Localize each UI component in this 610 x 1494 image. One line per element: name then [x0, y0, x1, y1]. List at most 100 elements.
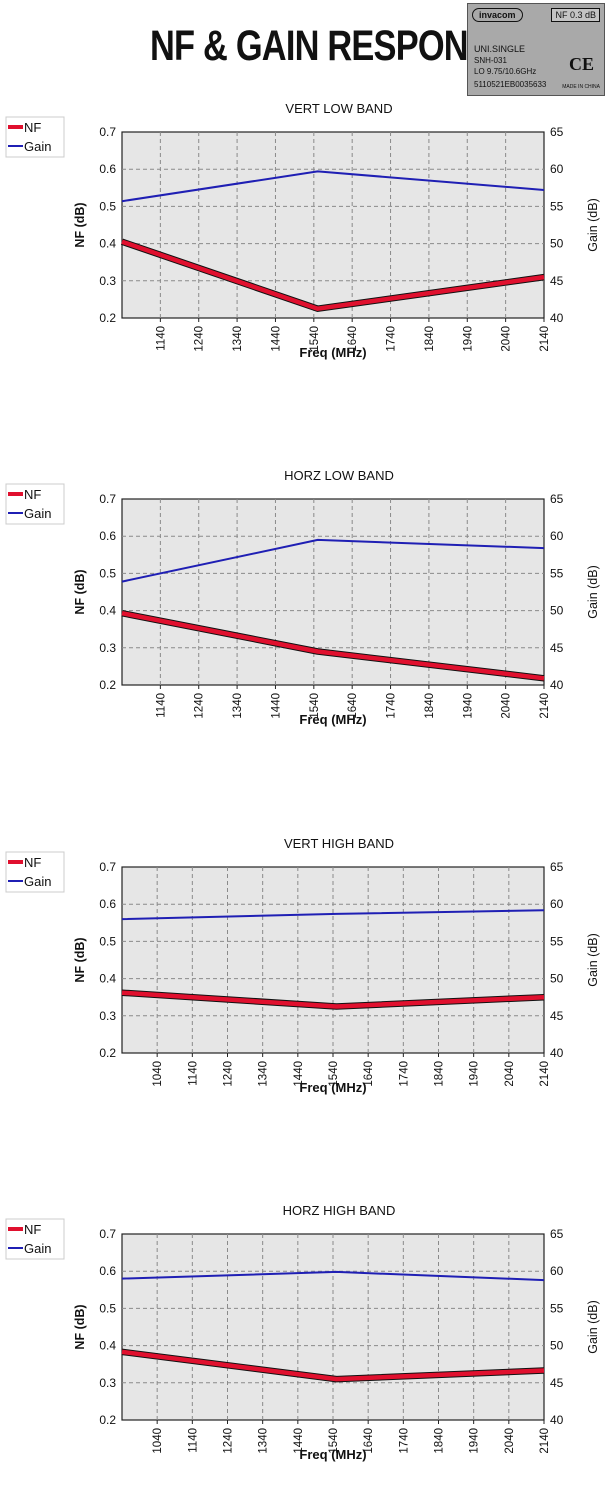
legend-label-gain: Gain — [24, 139, 51, 154]
y2-tick-label: 60 — [550, 162, 564, 176]
x-tick-label: 1640 — [347, 326, 359, 352]
y2-tick-label: 50 — [550, 1339, 564, 1353]
x-tick-label: 1240 — [223, 1428, 235, 1454]
y-tick-label: 0.7 — [99, 125, 116, 139]
x-tick-label: 1840 — [424, 326, 436, 352]
y2-axis-label: Gain (dB) — [586, 933, 600, 987]
x-tick-label: 1940 — [462, 693, 474, 719]
x-tick-label: 1340 — [232, 693, 244, 719]
x-tick-label: 1040 — [152, 1061, 164, 1087]
y2-axis-label: Gain (dB) — [586, 198, 600, 252]
x-tick-label: 1940 — [469, 1061, 481, 1087]
plot-area — [121, 498, 545, 686]
x-axis-label: Freq (MHz) — [299, 712, 366, 727]
y2-tick-label: 45 — [550, 641, 564, 655]
nf-series-line — [121, 610, 545, 681]
x-axis-label: Freq (MHz) — [299, 345, 366, 360]
y2-tick-label: 55 — [550, 1301, 564, 1315]
chart-legend: NF Gain — [5, 851, 65, 893]
y-axis-label: NF (dB) — [73, 202, 87, 247]
x-tick-label: 1440 — [293, 1428, 305, 1454]
legend-label-gain: Gain — [24, 506, 51, 521]
y2-tick-label: 45 — [550, 1376, 564, 1390]
x-tick-label: 1140 — [155, 326, 167, 351]
y-tick-label: 0.5 — [99, 1301, 116, 1315]
y2-tick-label: 50 — [550, 972, 564, 986]
y-tick-label: 0.5 — [99, 934, 116, 948]
y-tick-label: 0.3 — [99, 274, 116, 288]
legend-box — [5, 483, 65, 525]
chart-vert-low-band: 1140 1240 1340 1440 1540 1640 1740 1840 1940 2040… — [0, 95, 610, 365]
y-tick-label: 0.4 — [99, 972, 116, 986]
chart-svg: 1040 1140 1240 1340 1440 1540 1640 1740 1840 1940… — [5, 1203, 600, 1462]
x-tick-label: 1340 — [258, 1061, 270, 1087]
y-tick-label: 0.6 — [99, 162, 116, 176]
legend-label-nf: NF — [24, 120, 41, 135]
x-tick-label: 1640 — [347, 693, 359, 719]
y-tick-label: 0.4 — [99, 237, 116, 251]
y-tick-label: 0.2 — [99, 1046, 116, 1060]
legend-box — [5, 1218, 65, 1260]
legend-label-nf: NF — [24, 1222, 41, 1237]
y-tick-label: 0.5 — [99, 566, 116, 580]
y2-tick-label: 55 — [550, 566, 564, 580]
legend-box — [5, 116, 65, 158]
x-tick-label: 1740 — [398, 1428, 410, 1454]
made-in-text: MADE IN CHINA — [562, 84, 600, 90]
y-tick-label: 0.7 — [99, 860, 116, 874]
chart-title: HORZ LOW BAND — [284, 468, 394, 483]
legend-label-nf: NF — [24, 487, 41, 502]
chart-title: HORZ HIGH BAND — [283, 1203, 396, 1218]
y2-tick-label: 65 — [550, 1227, 564, 1241]
x-tick-label: 1040 — [152, 1428, 164, 1454]
legend-label-nf: NF — [24, 855, 41, 870]
chart-svg: 1140 1240 1340 1440 1540 1640 1740 1840 1940 2040… — [5, 468, 600, 727]
x-tick-label: 1940 — [469, 1428, 481, 1454]
x-axis-label: Freq (MHz) — [299, 1447, 366, 1462]
y2-tick-label: 40 — [550, 678, 564, 692]
x-tick-label: 1140 — [187, 1061, 199, 1086]
x-tick-label: 2040 — [501, 326, 513, 352]
y-tick-label: 0.7 — [99, 1227, 116, 1241]
y2-tick-label: 40 — [550, 1413, 564, 1427]
y-tick-label: 0.6 — [99, 1264, 116, 1278]
nf-badge: NF 0.3 dB — [551, 8, 600, 22]
chart-horz-low-band: 1140 1240 1340 1440 1540 1640 1740 1840 1940 2040… — [0, 462, 610, 732]
y-tick-label: 0.3 — [99, 641, 116, 655]
chart-legend: NF Gain — [5, 483, 65, 525]
x-tick-label: 2140 — [539, 326, 551, 352]
x-tick-label: 1740 — [398, 1061, 410, 1087]
y-axis-label: NF (dB) — [73, 1304, 87, 1349]
x-tick-label: 1540 — [309, 326, 321, 352]
x-tick-label: 2040 — [504, 1061, 516, 1087]
x-tick-label: 1240 — [194, 326, 206, 352]
y-tick-label: 0.3 — [99, 1009, 116, 1023]
x-tick-label: 1440 — [270, 326, 282, 352]
y-axis-label: NF (dB) — [73, 569, 87, 614]
gain-series-line — [121, 909, 545, 921]
x-tick-label: 1440 — [293, 1061, 305, 1087]
x-tick-label: 1840 — [434, 1061, 446, 1087]
y2-tick-label: 60 — [550, 1264, 564, 1278]
chart-title: VERT LOW BAND — [285, 101, 392, 116]
y2-tick-label: 50 — [550, 604, 564, 618]
chart-vert-high-band: 1040 1140 1240 1340 1440 1540 1640 1740 1840 1940… — [0, 830, 610, 1100]
gain-series-line — [121, 538, 545, 583]
y2-tick-label: 60 — [550, 897, 564, 911]
x-tick-label: 1440 — [270, 693, 282, 719]
x-tick-label: 2140 — [539, 1061, 551, 1087]
y-tick-label: 0.3 — [99, 1376, 116, 1390]
x-tick-label: 1140 — [155, 693, 167, 718]
y2-axis-label: Gain (dB) — [586, 565, 600, 619]
y2-tick-label: 65 — [550, 125, 564, 139]
gain-series-line — [121, 1270, 545, 1282]
x-tick-label: 1340 — [232, 326, 244, 352]
y2-tick-label: 50 — [550, 237, 564, 251]
x-tick-label: 2040 — [504, 1428, 516, 1454]
x-tick-label: 1340 — [258, 1428, 270, 1454]
y2-tick-label: 60 — [550, 529, 564, 543]
nf-series-line — [121, 1349, 545, 1382]
x-tick-label: 1640 — [363, 1061, 375, 1087]
part-number: SNH-031 — [474, 56, 507, 65]
x-tick-label: 1740 — [386, 693, 398, 719]
